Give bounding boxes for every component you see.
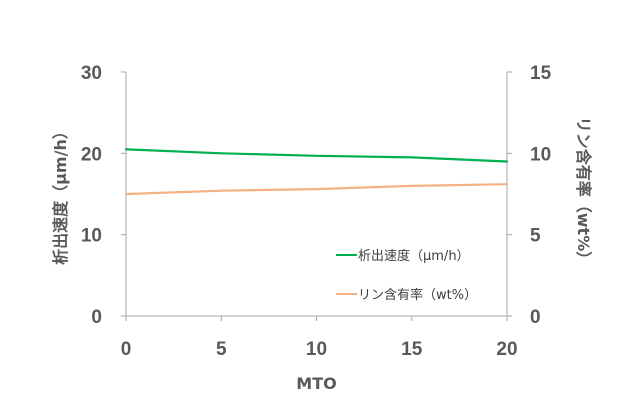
x-tick-label: 15 [401,339,423,360]
series-lines [124,148,509,196]
y-right-tick-label: 0 [530,307,541,328]
tick-labels: 0 5 10 15 20 0 10 20 30 0 5 10 15 [81,63,552,360]
y-right-tick-label: 15 [530,63,552,84]
legend: 析出速度（μm/h） リン含有率（wt%） [336,248,477,303]
x-tick-label: 10 [306,339,327,360]
x-tick-label: 0 [121,339,132,360]
y-right-tick-label: 10 [530,144,551,165]
x-axis-title: MTO [296,374,336,393]
y-left-axis-title: 析出速度（μm/h） [51,123,70,265]
y-left-tick-label: 10 [81,226,102,247]
axes [121,71,512,321]
y-right-tick-label: 5 [530,226,541,247]
legend-label-phosphorus-content: リン含有率（wt%） [358,287,477,303]
y-left-tick-label: 0 [91,307,102,328]
x-tick-label: 20 [496,339,517,360]
y-left-tick-label: 30 [81,63,102,84]
series-line-0 [124,148,509,163]
series-line-1 [124,183,509,196]
legend-label-deposition-rate: 析出速度（μm/h） [358,248,470,264]
y-right-axis-title: リン含有率（wt%） [574,117,593,267]
y-left-tick-label: 20 [81,144,102,165]
x-tick-label: 5 [216,339,227,360]
